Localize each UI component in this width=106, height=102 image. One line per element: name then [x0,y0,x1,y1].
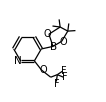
Text: F: F [61,66,67,76]
Text: N: N [15,56,22,66]
Text: O: O [60,37,67,47]
Text: O: O [40,65,47,75]
Text: F: F [54,79,59,89]
Text: B: B [50,42,57,52]
Text: F: F [62,72,68,82]
Text: O: O [43,29,51,39]
